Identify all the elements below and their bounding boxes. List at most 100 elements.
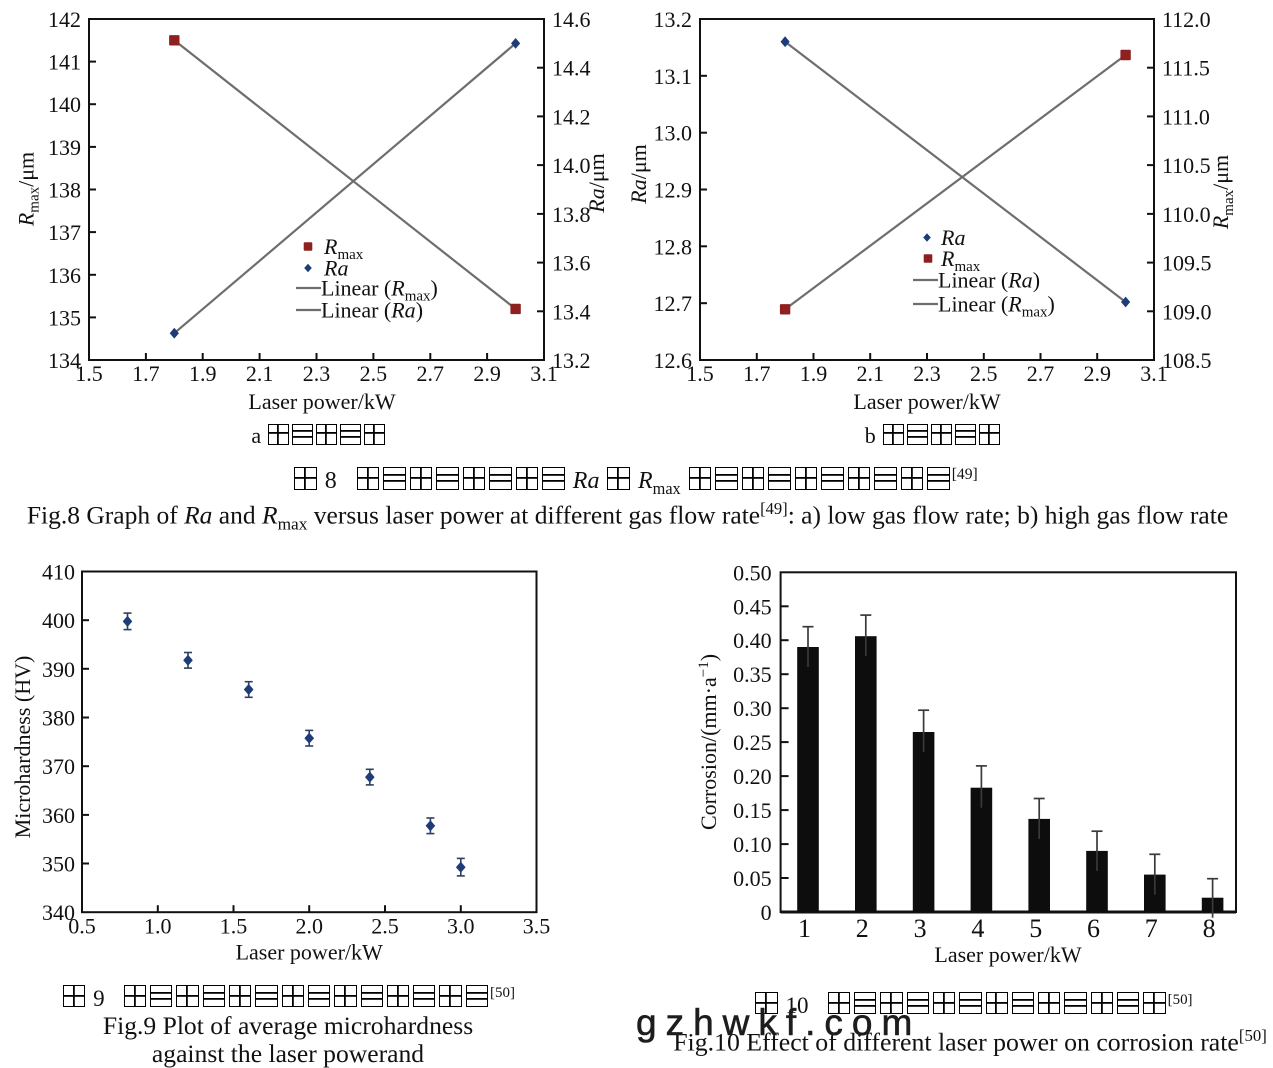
- svg-text:14.6: 14.6: [552, 7, 591, 32]
- svg-text:13.4: 13.4: [552, 299, 591, 324]
- svg-text:13.2: 13.2: [552, 348, 591, 373]
- svg-text:110.0: 110.0: [1162, 202, 1211, 227]
- svg-text:Laser power/kW: Laser power/kW: [853, 389, 1000, 414]
- svg-text:350: 350: [42, 852, 75, 877]
- svg-text:Ra/μm: Ra/μm: [626, 144, 651, 204]
- svg-text:140: 140: [48, 92, 81, 117]
- svg-text:Linear (Ra): Linear (Ra): [321, 298, 423, 323]
- svg-text:Rmax/μm: Rmax/μm: [14, 152, 43, 227]
- svg-text:3.1: 3.1: [530, 361, 558, 386]
- svg-text:141: 141: [48, 50, 81, 75]
- svg-text:Linear (Rmax): Linear (Rmax): [938, 292, 1055, 321]
- svg-text:2.7: 2.7: [1027, 361, 1055, 386]
- svg-text:2.9: 2.9: [473, 361, 501, 386]
- svg-text:0.05: 0.05: [733, 866, 772, 891]
- svg-text:400: 400: [42, 608, 75, 633]
- svg-text:13.0: 13.0: [654, 121, 693, 146]
- svg-text:0.50: 0.50: [733, 560, 772, 585]
- svg-text:2.3: 2.3: [913, 361, 941, 386]
- svg-text:14.2: 14.2: [552, 104, 591, 129]
- svg-text:139: 139: [48, 135, 81, 160]
- svg-text:138: 138: [48, 178, 81, 203]
- svg-text:2.0: 2.0: [295, 914, 323, 939]
- svg-text:1.7: 1.7: [132, 361, 160, 386]
- svg-text:12.8: 12.8: [654, 234, 693, 259]
- svg-text:340: 340: [42, 900, 75, 925]
- svg-text:0: 0: [761, 900, 772, 925]
- svg-text:Laser power/kW: Laser power/kW: [236, 940, 383, 965]
- svg-text:Microhardness (HV): Microhardness (HV): [10, 656, 35, 839]
- svg-text:1.0: 1.0: [144, 914, 172, 939]
- svg-text:Corrosion/(mm·a−1): Corrosion/(mm·a−1): [696, 654, 721, 830]
- svg-text:13.2: 13.2: [654, 7, 693, 32]
- svg-text:134: 134: [48, 348, 81, 373]
- svg-text:137: 137: [48, 220, 81, 245]
- svg-text:13.8: 13.8: [552, 202, 591, 227]
- svg-text:142: 142: [48, 7, 81, 32]
- svg-text:Ra: Ra: [323, 256, 348, 281]
- svg-text:390: 390: [42, 657, 75, 682]
- svg-text:7: 7: [1145, 914, 1158, 943]
- svg-text:Rmax: Rmax: [323, 234, 364, 263]
- svg-text:2.3: 2.3: [303, 361, 331, 386]
- svg-text:2: 2: [856, 914, 869, 943]
- svg-text:12.7: 12.7: [654, 291, 693, 316]
- svg-text:3.0: 3.0: [447, 914, 475, 939]
- svg-text:112.0: 112.0: [1162, 7, 1211, 32]
- svg-text:Rmax: Rmax: [940, 246, 981, 275]
- svg-text:1.5: 1.5: [75, 361, 103, 386]
- svg-text:3: 3: [914, 914, 927, 943]
- svg-text:0.25: 0.25: [733, 730, 772, 755]
- svg-text:Rmax/μm: Rmax/μm: [1208, 155, 1237, 230]
- svg-text:0.35: 0.35: [733, 662, 772, 687]
- svg-text:14.0: 14.0: [552, 153, 591, 178]
- svg-text:2.1: 2.1: [246, 361, 274, 386]
- svg-text:109.5: 109.5: [1162, 251, 1212, 276]
- svg-text:136: 136: [48, 263, 81, 288]
- svg-text:8: 8: [1203, 914, 1216, 943]
- svg-text:410: 410: [42, 560, 75, 585]
- svg-text:0.5: 0.5: [68, 914, 96, 939]
- svg-text:1.5: 1.5: [220, 914, 248, 939]
- svg-text:0.30: 0.30: [733, 696, 772, 721]
- svg-text:0.20: 0.20: [733, 764, 772, 789]
- svg-text:Ra/μm: Ra/μm: [584, 153, 609, 213]
- svg-text:0.45: 0.45: [733, 594, 772, 619]
- svg-text:360: 360: [42, 803, 75, 828]
- svg-text:2.5: 2.5: [371, 914, 399, 939]
- svg-text:2.1: 2.1: [856, 361, 884, 386]
- svg-text:1: 1: [798, 914, 811, 943]
- svg-text:1.9: 1.9: [800, 361, 828, 386]
- svg-text:111.5: 111.5: [1162, 56, 1210, 81]
- svg-text:2.7: 2.7: [417, 361, 445, 386]
- svg-text:109.0: 109.0: [1162, 299, 1212, 324]
- svg-text:2.9: 2.9: [1083, 361, 1111, 386]
- svg-text:3.5: 3.5: [523, 914, 551, 939]
- svg-text:13.1: 13.1: [654, 64, 693, 89]
- svg-text:Ra: Ra: [940, 225, 965, 250]
- svg-text:Linear (Ra): Linear (Ra): [938, 268, 1040, 293]
- svg-text:2.5: 2.5: [360, 361, 388, 386]
- svg-text:380: 380: [42, 706, 75, 731]
- svg-text:0.40: 0.40: [733, 628, 772, 653]
- svg-text:Laser power/kW: Laser power/kW: [934, 942, 1081, 967]
- svg-text:12.9: 12.9: [654, 178, 693, 203]
- svg-text:13.6: 13.6: [552, 251, 591, 276]
- svg-text:1.5: 1.5: [686, 361, 714, 386]
- svg-text:Linear (Rmax): Linear (Rmax): [321, 276, 438, 305]
- svg-text:Laser power/kW: Laser power/kW: [248, 389, 395, 414]
- svg-text:4: 4: [971, 914, 984, 943]
- svg-text:6: 6: [1087, 914, 1100, 943]
- svg-text:12.6: 12.6: [654, 348, 693, 373]
- svg-text:110.5: 110.5: [1162, 153, 1211, 178]
- svg-text:108.5: 108.5: [1162, 348, 1212, 373]
- svg-text:0.15: 0.15: [733, 798, 772, 823]
- svg-text:5: 5: [1029, 914, 1042, 943]
- svg-text:0.10: 0.10: [733, 832, 772, 857]
- svg-text:135: 135: [48, 305, 81, 330]
- svg-text:370: 370: [42, 754, 75, 779]
- svg-text:14.4: 14.4: [552, 56, 591, 81]
- svg-text:111.0: 111.0: [1162, 104, 1210, 129]
- svg-text:3.1: 3.1: [1140, 361, 1168, 386]
- svg-text:1.9: 1.9: [189, 361, 217, 386]
